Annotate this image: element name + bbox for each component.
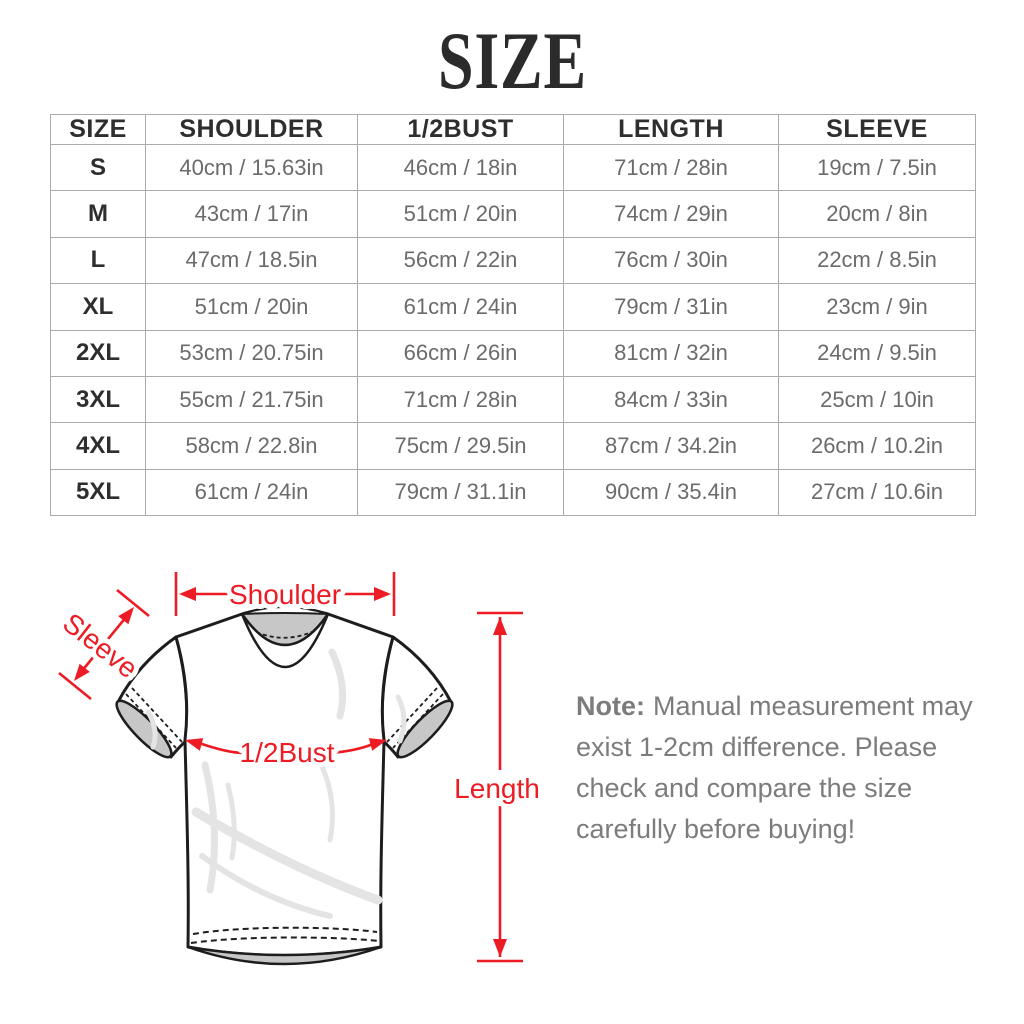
page-title-wrap: SIZE [0, 20, 1024, 102]
table-row: M 43cm / 17in 51cm / 20in 74cm / 29in 20… [50, 190, 976, 238]
shoulder-value: 55cm / 21.75in [145, 375, 358, 424]
bust-value: 46cm / 18in [357, 143, 564, 192]
table-row: 4XL 58cm / 22.8in 75cm / 29.5in 87cm / 3… [50, 422, 976, 470]
bust-left-arrowhead [185, 738, 204, 751]
size-label: S [50, 143, 146, 192]
table-row: 3XL 55cm / 21.75in 71cm / 28in 84cm / 33… [50, 375, 976, 424]
length-value: 90cm / 35.4in [563, 468, 779, 517]
wrinkle [328, 648, 347, 720]
bust-arrow-line [329, 742, 374, 755]
shoulder-value: 51cm / 20in [145, 283, 358, 331]
length-top-arrowhead [493, 617, 507, 635]
size-label: XL [50, 283, 146, 331]
length-value: 71cm / 28in [563, 143, 779, 192]
sleeve-value: 24cm / 9.5in [778, 329, 976, 377]
shoulder-value: 53cm / 20.75in [145, 329, 358, 377]
hem-stitch [190, 936, 380, 944]
wrinkle [395, 694, 407, 744]
bust-value: 66cm / 26in [357, 329, 564, 377]
sleeve-value: 26cm / 10.2in [778, 422, 976, 470]
size-label: 5XL [50, 468, 146, 517]
table-row: 5XL 61cm / 24in 79cm / 31.1in 90cm / 35.… [50, 468, 976, 517]
sleeve-top-arrowhead [118, 607, 134, 625]
table-row: L 47cm / 18.5in 56cm / 22in 76cm / 30in … [50, 236, 976, 285]
sleeve-top-tick [116, 588, 150, 618]
length-bottom-arrowhead [493, 939, 507, 957]
sleeve-value: 22cm / 8.5in [778, 236, 976, 285]
length-value: 74cm / 29in [563, 190, 779, 238]
size-label: 4XL [50, 422, 146, 470]
wrinkle [201, 761, 218, 894]
sleeve-value: 20cm / 8in [778, 190, 976, 238]
size-label: 2XL [50, 329, 146, 377]
wrinkle [199, 853, 333, 919]
shoulder-value: 47cm / 18.5in [145, 236, 358, 285]
size-chart-table: SIZE SHOULDER 1/2BUST LENGTH SLEEVE S 40… [50, 114, 976, 517]
length-value: 79cm / 31in [563, 283, 779, 331]
sleeve-bottom-tick [58, 671, 92, 701]
bust-value: 56cm / 22in [357, 236, 564, 285]
length-value: 84cm / 33in [563, 375, 779, 424]
sleeve-arrow-line [75, 610, 133, 678]
bust-value: 75cm / 29.5in [357, 422, 564, 470]
size-label: M [50, 190, 146, 238]
wrinkle [191, 807, 383, 905]
length-value: 81cm / 32in [563, 329, 779, 377]
shoulder-value: 43cm / 17in [145, 190, 358, 238]
sleeve-value: 23cm / 9in [778, 283, 976, 331]
shoulder-value: 58cm / 22.8in [145, 422, 358, 470]
shoulder-value: 40cm / 15.63in [145, 143, 358, 192]
bust-value: 61cm / 24in [357, 283, 564, 331]
hem-band [186, 945, 383, 966]
left-cuff-stitch [131, 687, 183, 743]
sleeve-bottom-arrowhead [74, 663, 90, 681]
shoulder-right-arrowhead [374, 587, 391, 601]
note-label: Note: [576, 691, 645, 721]
tshirt-measurement-diagram: Shoulder Sleeve 1/2Bust Length [52, 572, 545, 966]
length-label-plate [456, 770, 540, 806]
table-header-row: SIZE SHOULDER 1/2BUST LENGTH SLEEVE [50, 114, 976, 145]
length-dimension-label: Length [454, 773, 540, 804]
col-header-bust: 1/2BUST [357, 114, 564, 145]
shoulder-left-arrowhead [179, 587, 196, 601]
col-header-sleeve: SLEEVE [778, 114, 976, 145]
collar-front-rib [240, 612, 330, 669]
table-row: 2XL 53cm / 20.75in 66cm / 26in 81cm / 32… [50, 329, 976, 377]
size-label: L [50, 236, 146, 285]
right-cuff-stitch [392, 693, 444, 749]
measurement-note: Note: Manual measurement may exist 1-2cm … [576, 686, 980, 850]
sleeve-value: 25cm / 10in [778, 375, 976, 424]
sleeve-dimension-label: Sleeve [57, 607, 144, 684]
page-title: SIZE [437, 15, 587, 106]
table-row: S 40cm / 15.63in 46cm / 18in 71cm / 28in… [50, 143, 976, 192]
tshirt-illustration [115, 605, 454, 966]
wrinkle [145, 709, 158, 750]
sleeve-value: 27cm / 10.6in [778, 468, 976, 517]
wrinkle [317, 759, 335, 843]
shoulder-dimension-label: Shoulder [229, 579, 341, 610]
col-header-size: SIZE [50, 114, 146, 145]
wrinkle [225, 782, 237, 861]
size-label: 3XL [50, 375, 146, 424]
sleeve-value: 19cm / 7.5in [778, 143, 976, 192]
col-header-shoulder: SHOULDER [145, 114, 358, 145]
table-row: XL 51cm / 20in 61cm / 24in 79cm / 31in 2… [50, 283, 976, 331]
length-value: 87cm / 34.2in [563, 422, 779, 470]
hem-stitch [192, 926, 378, 935]
bust-right-arrowhead [368, 738, 387, 751]
bust-value: 51cm / 20in [357, 190, 564, 238]
bust-dimension-label: 1/2Bust [240, 737, 335, 768]
bust-value: 79cm / 31.1in [357, 468, 564, 517]
length-value: 76cm / 30in [563, 236, 779, 285]
col-header-length: LENGTH [563, 114, 779, 145]
bust-arrow-line [198, 741, 245, 755]
note-text: Manual measurement may exist 1-2cm diffe… [576, 691, 973, 844]
right-cuff-stitch [386, 687, 438, 743]
bust-value: 71cm / 28in [357, 375, 564, 424]
shoulder-value: 61cm / 24in [145, 468, 358, 517]
